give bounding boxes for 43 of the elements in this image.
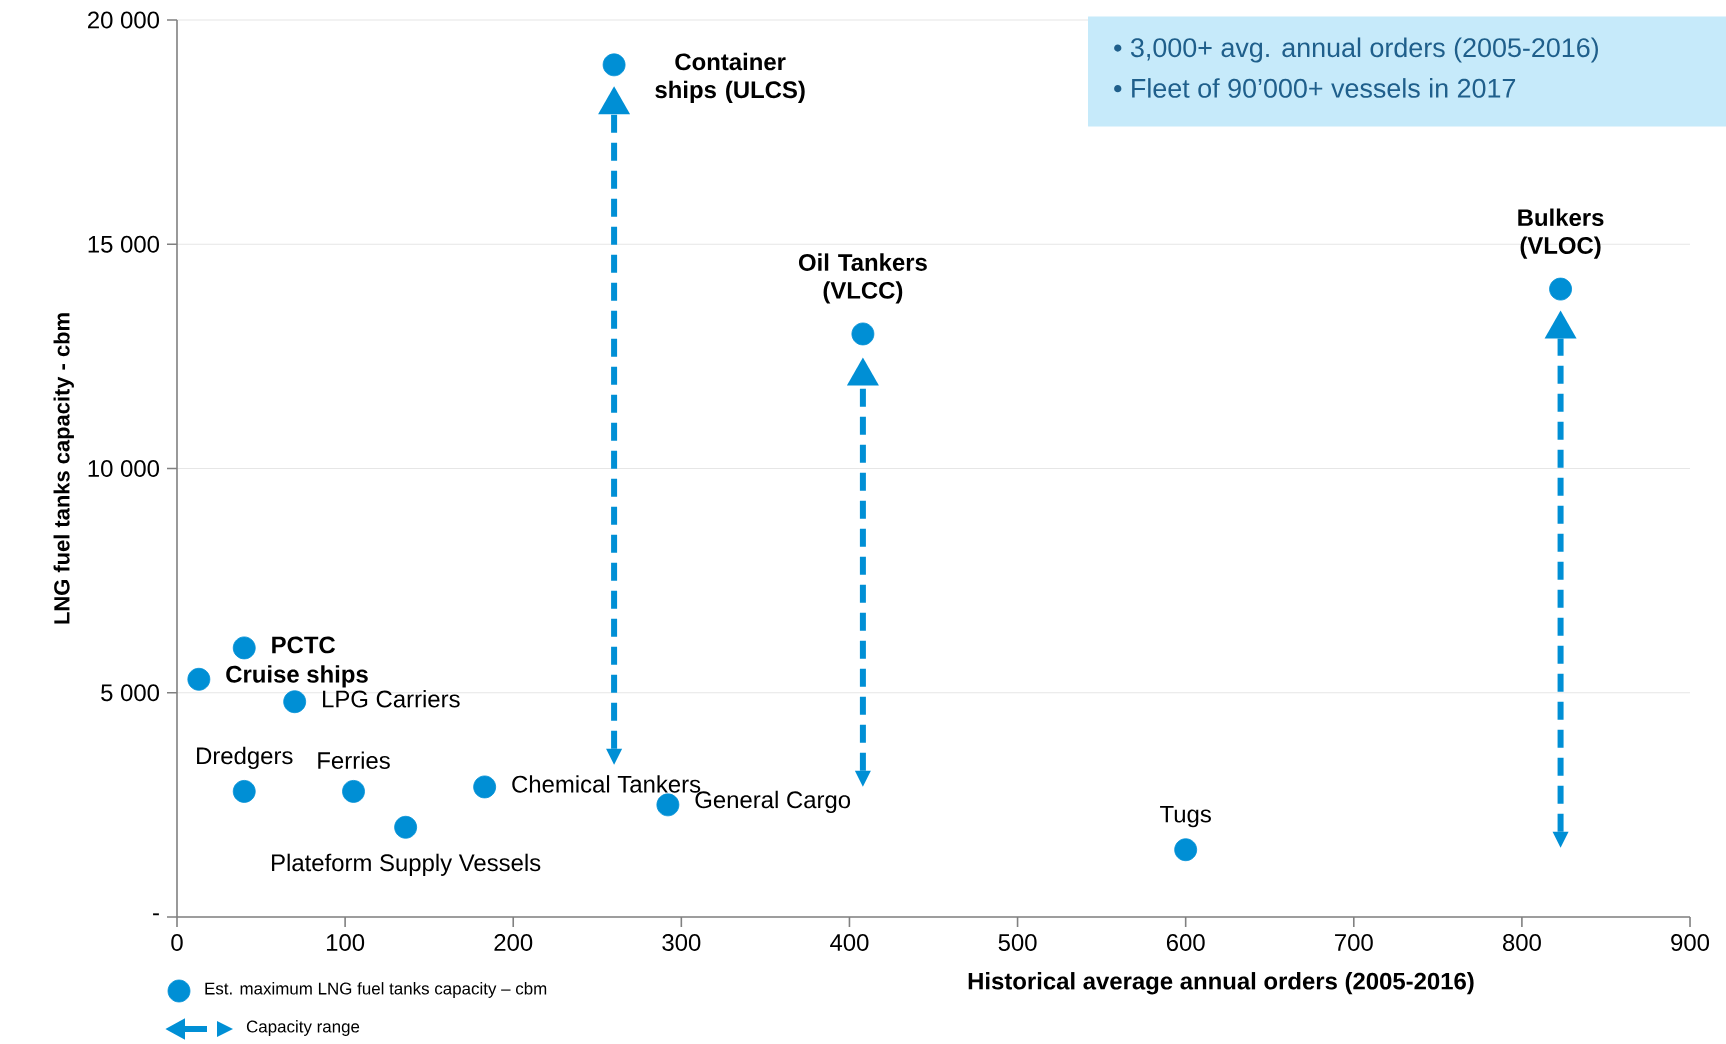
- point: [283, 690, 307, 714]
- y-tick-label: -: [153, 913, 159, 916]
- x-tick-label: 900: [1671, 934, 1710, 951]
- x-tick-label: 400: [830, 934, 869, 951]
- annotation: Container ships (ULCS): [655, 52, 805, 103]
- x-tick-label: 100: [326, 934, 365, 951]
- x-tick-label: 500: [998, 934, 1037, 951]
- annotation: Oil Tankers (VLCC): [798, 253, 927, 304]
- y-tick-label: 20 000: [88, 11, 159, 29]
- annotation: Dredgers: [197, 746, 293, 770]
- text: Capacity range: [246, 1020, 360, 1036]
- annotation: • 3,000+ avg. annual orders (2005-2016): [1114, 37, 1598, 63]
- point: [851, 322, 875, 346]
- point: [1549, 277, 1572, 301]
- y-tick-label: 15 000: [88, 235, 159, 253]
- annotation: Plateform Supply Vessels: [272, 853, 541, 876]
- point: [232, 780, 256, 803]
- x-tick-label: 300: [662, 934, 701, 951]
- x-axis-title: Historical average annual orders (2005-2016): [968, 972, 1474, 995]
- annotation: Ferries: [318, 751, 390, 769]
- annotation: Bulkers (VLOC): [1518, 208, 1604, 259]
- point: [656, 793, 680, 817]
- y-tick-label: 5 000: [101, 684, 160, 702]
- annotation: Cruise ships: [226, 665, 368, 688]
- x-tick-label: 600: [1166, 934, 1205, 951]
- y-tick-label: 10 000: [88, 460, 159, 477]
- point: [394, 815, 418, 839]
- point: [1174, 838, 1198, 862]
- x-tick-label: 800: [1502, 934, 1541, 951]
- point: [232, 636, 256, 660]
- legend-label: Est. maximum LNG fuel tanks capacity – cbm: [205, 982, 547, 998]
- point: [342, 780, 365, 803]
- x-tick-label: 700: [1335, 934, 1373, 951]
- x-tick-label: 200: [494, 934, 533, 951]
- point: [602, 53, 626, 77]
- x-tick-label: 0: [171, 934, 183, 951]
- point: [473, 775, 497, 799]
- annotation: LPG Carriers: [323, 689, 460, 708]
- y-axis-title: LNG fuel tanks capacity - cbm: [53, 313, 74, 624]
- annotation: Tugs: [1160, 805, 1211, 828]
- point: [187, 667, 211, 691]
- annotation: PCTC: [272, 636, 336, 654]
- annotation: • Fleet of 90’000+ vessels in 2017: [1114, 78, 1516, 98]
